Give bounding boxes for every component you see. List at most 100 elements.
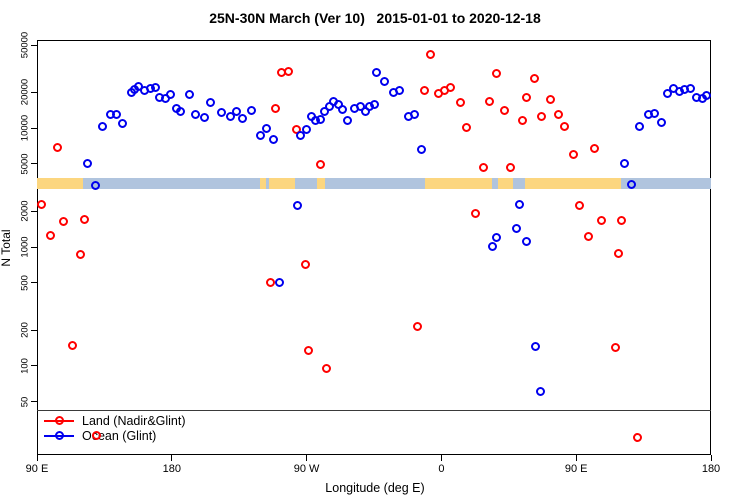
- data-point-ocean: [338, 104, 348, 114]
- data-point-ocean: [685, 84, 695, 94]
- band-segment-ocean: [83, 177, 261, 189]
- data-point-ocean: [231, 106, 241, 116]
- data-point-ocean: [409, 110, 419, 120]
- data-point-land: [315, 160, 325, 170]
- y-tick-label: 5000: [19, 153, 31, 175]
- y-tick-label: 1000: [19, 236, 31, 258]
- data-point-land: [59, 217, 69, 227]
- data-point-ocean: [514, 199, 524, 209]
- data-point-ocean: [531, 341, 541, 351]
- data-point-ocean: [111, 110, 121, 120]
- band-segment-land: [37, 177, 84, 189]
- data-point-land: [445, 83, 455, 93]
- x-tick-label: 180: [162, 463, 181, 475]
- y-tick-mark: [31, 91, 37, 93]
- data-point-land: [574, 200, 584, 210]
- band-segment-land: [525, 177, 622, 189]
- band-segment-land: [269, 177, 295, 189]
- band-segment-land: [260, 177, 267, 189]
- data-point-ocean: [487, 241, 497, 251]
- data-point-ocean: [237, 114, 247, 124]
- data-point-ocean: [702, 91, 711, 100]
- x-tick-mark: [36, 455, 38, 461]
- data-point-land: [529, 73, 539, 83]
- data-point-land: [300, 260, 310, 270]
- data-point-ocean: [200, 113, 210, 123]
- data-point-ocean: [246, 105, 256, 115]
- data-point-ocean: [657, 118, 667, 128]
- band-segment-land: [317, 177, 325, 189]
- x-tick-label: 90 E: [564, 463, 588, 475]
- x-tick-label: 90 W: [293, 463, 320, 475]
- data-point-land: [610, 343, 620, 353]
- data-point-ocean: [90, 180, 100, 190]
- data-point-ocean: [634, 121, 644, 131]
- data-point-land: [456, 98, 466, 108]
- data-point-ocean: [255, 130, 265, 140]
- data-point-land: [92, 430, 102, 440]
- y-tick-mark: [31, 401, 37, 403]
- data-point-ocean: [296, 130, 306, 140]
- plot-area: [37, 40, 711, 455]
- data-point-land: [303, 345, 313, 355]
- data-point-land: [583, 232, 593, 242]
- y-tick-mark: [31, 282, 37, 284]
- band-segment-land: [498, 177, 514, 189]
- x-tick-mark: [440, 455, 442, 461]
- data-point-ocean: [302, 125, 312, 135]
- data-point-land: [478, 162, 488, 172]
- band-segment-ocean: [492, 177, 499, 189]
- data-point-land: [559, 121, 569, 131]
- data-point-land: [505, 162, 515, 172]
- y-tick-label: 200: [19, 322, 31, 339]
- y-tick-label: 10000: [19, 114, 31, 142]
- data-point-ocean: [379, 77, 389, 87]
- data-point-land: [420, 86, 430, 96]
- data-point-land: [597, 216, 607, 226]
- y-tick-label: 50: [19, 396, 31, 407]
- data-point-land: [80, 215, 90, 225]
- band-segment-ocean: [294, 177, 318, 189]
- data-point-land: [37, 199, 46, 209]
- data-point-land: [471, 209, 481, 219]
- data-point-ocean: [394, 86, 404, 96]
- data-point-ocean: [342, 116, 352, 126]
- x-tick-label: 0: [438, 463, 445, 475]
- x-tick-label: 90 E: [25, 463, 49, 475]
- data-point-land: [546, 94, 556, 104]
- data-point-ocean: [627, 180, 637, 190]
- data-point-land: [589, 143, 599, 153]
- x-axis-label: Longitude (deg E): [325, 481, 425, 495]
- data-point-ocean: [535, 386, 545, 396]
- data-point-land: [266, 278, 276, 288]
- y-tick-mark: [31, 329, 37, 331]
- data-point-land: [75, 250, 85, 260]
- band-segment-ocean: [621, 177, 711, 189]
- band-segment-ocean: [324, 177, 425, 189]
- y-tick-mark: [31, 163, 37, 165]
- chart-title: 25N-30N March (Ver 10) 2015-01-01 to 202…: [209, 10, 541, 26]
- band-segment-ocean: [266, 177, 270, 189]
- y-tick-mark: [31, 246, 37, 248]
- data-point-ocean: [117, 118, 127, 128]
- y-tick-label: 100: [19, 357, 31, 374]
- data-point-ocean: [150, 82, 160, 92]
- data-point-land: [462, 122, 472, 132]
- y-tick-label: 50000: [19, 31, 31, 59]
- data-point-land: [537, 111, 547, 121]
- legend-land-label: Land (Nadir&Glint): [82, 414, 186, 428]
- data-point-ocean: [619, 158, 629, 168]
- data-point-land: [499, 106, 509, 116]
- data-point-ocean: [511, 223, 521, 233]
- data-point-land: [321, 364, 331, 374]
- data-point-ocean: [417, 145, 427, 155]
- data-point-ocean: [225, 111, 235, 121]
- data-point-ocean: [275, 278, 285, 288]
- legend-box-border: [37, 409, 711, 411]
- legend-land-circle-icon: [54, 416, 64, 425]
- data-point-land: [553, 110, 563, 120]
- data-point-ocean: [649, 108, 659, 118]
- data-points-layer: [37, 40, 711, 455]
- data-point-ocean: [98, 121, 108, 131]
